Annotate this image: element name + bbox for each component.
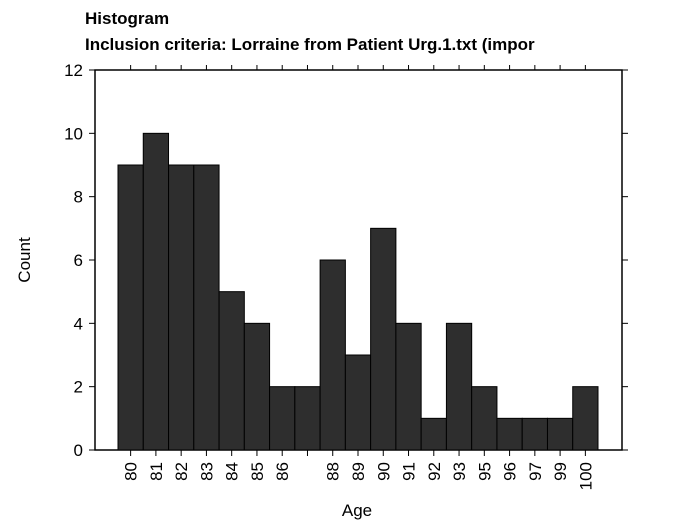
x-tick-label: 97 — [526, 462, 545, 481]
bar — [117, 164, 144, 451]
bar — [471, 386, 498, 451]
x-tick-label: 100 — [576, 462, 595, 490]
x-tick-label: 81 — [147, 462, 166, 481]
y-tick-label: 6 — [74, 251, 83, 270]
x-tick-label: 85 — [248, 462, 267, 481]
y-tick-label: 10 — [64, 124, 83, 143]
bar — [243, 322, 271, 451]
x-tick-label: 96 — [501, 462, 520, 481]
x-tick-label: 90 — [374, 462, 393, 481]
y-tick-label: 2 — [74, 378, 83, 397]
bar — [420, 417, 447, 451]
x-tick-label: 86 — [273, 462, 292, 481]
x-tick-label: 99 — [551, 462, 570, 481]
x-tick-label: 93 — [450, 462, 469, 481]
bar — [344, 354, 372, 451]
bar — [142, 132, 170, 451]
bar — [546, 417, 574, 451]
y-axis-label: Count — [15, 237, 34, 283]
bar — [218, 291, 245, 451]
bar — [521, 417, 548, 451]
bar — [193, 164, 220, 451]
x-tick-label: 92 — [425, 462, 444, 481]
x-tick-label: 91 — [400, 462, 419, 481]
y-tick-label: 8 — [74, 188, 83, 207]
bar — [445, 322, 473, 451]
x-tick-label: 82 — [172, 462, 191, 481]
x-tick-label: 95 — [475, 462, 494, 481]
x-tick-label: 80 — [122, 462, 141, 481]
bar — [294, 386, 321, 451]
y-tick-label: 12 — [64, 61, 83, 80]
bar — [168, 164, 195, 451]
bar — [269, 386, 296, 451]
x-tick-label: 84 — [223, 462, 242, 481]
x-axis-label: Age — [342, 501, 372, 520]
y-tick-label: 0 — [74, 441, 83, 460]
bar — [572, 386, 599, 451]
bar — [370, 227, 397, 451]
x-tick-label: 83 — [197, 462, 216, 481]
chart-subtitle: Inclusion criteria: Lorraine from Patien… — [85, 35, 535, 54]
bar — [319, 259, 346, 451]
bar — [496, 417, 523, 451]
bar — [395, 322, 422, 451]
x-tick-label: 89 — [349, 462, 368, 481]
chart-title: Histogram — [85, 9, 169, 28]
y-tick-label: 4 — [74, 314, 83, 333]
x-tick-label: 88 — [324, 462, 343, 481]
